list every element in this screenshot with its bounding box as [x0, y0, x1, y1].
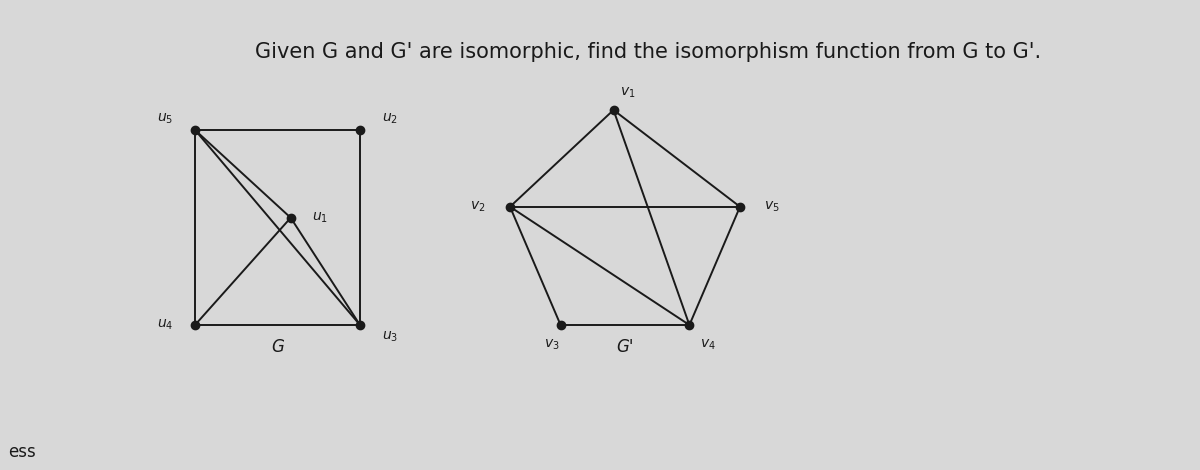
Text: $u_1$: $u_1$	[312, 211, 329, 225]
Text: $u_4$: $u_4$	[157, 318, 174, 332]
Text: $v_2$: $v_2$	[470, 200, 486, 214]
Text: $u_2$: $u_2$	[382, 111, 397, 125]
Text: Given G and G' are isomorphic, find the isomorphism function from G to G'.: Given G and G' are isomorphic, find the …	[254, 42, 1042, 62]
Text: G': G'	[617, 338, 634, 356]
Text: ess: ess	[8, 443, 36, 461]
Text: $v_1$: $v_1$	[619, 86, 635, 100]
Text: $v_3$: $v_3$	[544, 337, 559, 352]
Text: $u_5$: $u_5$	[157, 111, 174, 125]
Text: $v_5$: $v_5$	[764, 200, 780, 214]
Text: $u_3$: $u_3$	[382, 329, 397, 344]
Text: G: G	[271, 338, 284, 356]
Text: $v_4$: $v_4$	[700, 337, 715, 352]
